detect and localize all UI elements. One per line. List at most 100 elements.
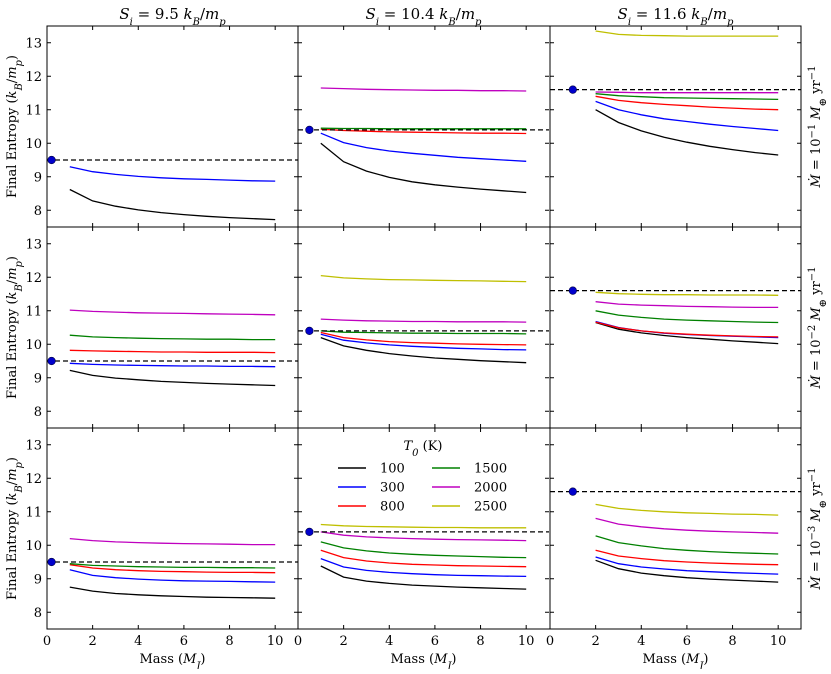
y-tick-label: 13: [25, 438, 42, 453]
legend-title: T0 (K): [403, 439, 442, 459]
x-tick-label: 4: [134, 634, 142, 649]
legend: T0 (K) 100 300 800 1500 2000 2500: [338, 439, 507, 515]
y-tick-label: 8: [34, 405, 42, 420]
series-line-300K: [595, 100, 779, 132]
y-tick-label: 10: [25, 137, 42, 152]
series-line-2000K: [320, 531, 527, 542]
series-line-2500K: [595, 503, 779, 516]
series-line-2000K: [69, 309, 276, 316]
y-tick-label: 13: [25, 36, 42, 51]
series-line-2000K: [595, 91, 779, 94]
legend-label-2000K: 2000: [474, 481, 507, 496]
legend-label-800K: 800: [380, 500, 405, 515]
legend-label-100K: 100: [380, 462, 405, 477]
series-line-800K: [69, 349, 276, 354]
initial-entropy-marker: [47, 356, 56, 366]
series-line-800K: [320, 128, 527, 135]
y-axis-label: Final Entropy (kB/mp): [5, 55, 25, 198]
y-tick-label: 10: [25, 338, 42, 353]
row-label: Ṁ = 10−2 M⊕ yr−1: [807, 266, 829, 389]
panel-r2-c1: [298, 523, 549, 590]
panel-r0-c1: [298, 87, 549, 194]
series-line-1500K: [69, 563, 276, 569]
panel-r0-c2: [550, 30, 801, 156]
initial-entropy-marker: [305, 326, 314, 335]
series-line-300K: [320, 333, 527, 351]
y-tick-label: 13: [25, 237, 42, 252]
series-line-100K: [320, 336, 527, 364]
y-tick-label: 10: [25, 539, 42, 554]
series-line-100K: [320, 565, 527, 590]
y-tick-label: 9: [34, 371, 42, 386]
x-tick-label: 0: [43, 634, 51, 649]
series-line-800K: [320, 549, 527, 568]
y-tick-label: 11: [25, 103, 42, 118]
initial-entropy-marker: [47, 557, 56, 567]
x-axis-label: Mass (MJ): [390, 652, 456, 669]
column-title: Si = 9.5 kB/mp: [119, 5, 226, 28]
initial-entropy-marker: [568, 487, 577, 496]
panel-r2-c2: [550, 487, 801, 583]
series-line-2000K: [69, 537, 276, 546]
y-tick-label: 11: [25, 304, 42, 319]
x-tick-label: 8: [225, 634, 233, 649]
column-title: Si = 10.4 kB/mp: [366, 5, 483, 28]
series-line-800K: [595, 549, 779, 566]
series-line-300K: [69, 569, 276, 583]
y-axis-label: Final Entropy (kB/mp): [5, 457, 25, 600]
series-line-800K: [595, 321, 779, 338]
series-line-800K: [595, 95, 779, 111]
initial-entropy-marker: [305, 527, 314, 536]
initial-entropy-marker: [47, 155, 56, 165]
x-tick-label: 10: [267, 634, 284, 649]
panel-r1-c1: [298, 274, 549, 364]
ticks: [46, 26, 801, 629]
series-line-1500K: [320, 330, 527, 335]
outer-frame: [46, 25, 802, 630]
series-line-2500K: [595, 30, 779, 37]
initial-entropy-marker: [568, 286, 577, 295]
y-tick-label: 12: [25, 271, 42, 286]
y-tick-label: 9: [34, 572, 42, 587]
series-line-1500K: [320, 127, 527, 130]
series-line-300K: [595, 556, 779, 575]
series-line-100K: [595, 559, 779, 583]
series-line-300K: [320, 132, 527, 162]
column-title: Si = 11.6 kB/mp: [618, 5, 735, 28]
plot-frame: [46, 25, 802, 630]
series-line-2000K: [595, 301, 779, 309]
panel-r0-c0: [47, 155, 298, 221]
y-tick-label: 12: [25, 70, 42, 85]
series-line-1500K: [320, 541, 527, 559]
y-tick-label: 12: [25, 472, 42, 487]
x-axis-label: Mass (MJ): [139, 652, 205, 669]
legend-label-300K: 300: [380, 481, 405, 496]
series-line-2500K: [320, 274, 527, 283]
series-line-300K: [69, 166, 276, 182]
x-tick-label: 2: [88, 634, 96, 649]
series-line-1500K: [595, 535, 779, 555]
legend-label-2500K: 2500: [474, 500, 507, 515]
x-tick-label: 8: [476, 634, 484, 649]
x-tick-label: 10: [518, 634, 535, 649]
series-line-300K: [320, 557, 527, 578]
x-tick-label: 8: [728, 634, 736, 649]
initial-entropy-marker: [568, 85, 577, 94]
row-label: Ṁ = 10−3 M⊕ yr−1: [807, 467, 829, 590]
x-tick-label: 4: [385, 634, 393, 649]
x-tick-label: 6: [180, 634, 188, 649]
x-tick-label: 0: [294, 634, 302, 649]
series-line-100K: [69, 188, 276, 221]
series-line-800K: [320, 331, 527, 346]
y-tick-label: 8: [34, 606, 42, 621]
series-line-100K: [69, 586, 276, 599]
series-line-300K: [69, 362, 276, 368]
initial-entropy-marker: [305, 125, 314, 134]
panel-r2-c0: [47, 537, 298, 599]
x-tick-label: 6: [431, 634, 439, 649]
series-line-2500K: [595, 291, 779, 296]
x-tick-label: 6: [683, 634, 691, 649]
x-tick-label: 0: [546, 634, 554, 649]
